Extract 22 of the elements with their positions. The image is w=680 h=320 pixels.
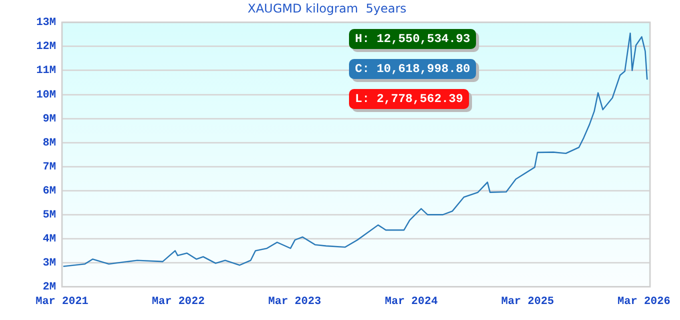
annotation: L: 2,778,562.39 (349, 89, 470, 109)
annotation: C: 10,618,998.80 (349, 59, 476, 79)
y-tick-label: 9M (42, 113, 56, 126)
x-tick-label: Mar 2022 (152, 296, 205, 308)
annotation: H: 12,550,534.93 (349, 29, 476, 49)
y-tick-label: 7M (42, 161, 56, 174)
x-tick-label: Mar 2025 (501, 296, 554, 308)
y-tick-label: 5M (42, 209, 56, 222)
y-tick-label: 11M (36, 65, 56, 78)
x-tick-label: Mar 2021 (36, 296, 89, 308)
y-tick-label: 8M (42, 137, 56, 150)
y-tick-label: 4M (42, 233, 56, 246)
y-tick-label: 10M (36, 89, 56, 102)
y-tick-label: 13M (36, 17, 56, 30)
y-tick-label: 6M (42, 185, 56, 198)
x-tick-label: Mar 2024 (384, 296, 438, 308)
chart-title: XAUGMD kilogram 5years (248, 1, 406, 16)
x-tick-label: Mar 2023 (268, 296, 322, 308)
y-tick-label: 3M (42, 258, 56, 270)
y-tick-label: 2M (42, 282, 56, 294)
y-tick-label: 12M (36, 41, 56, 54)
x-tick-label: Mar 2026 (618, 296, 670, 308)
